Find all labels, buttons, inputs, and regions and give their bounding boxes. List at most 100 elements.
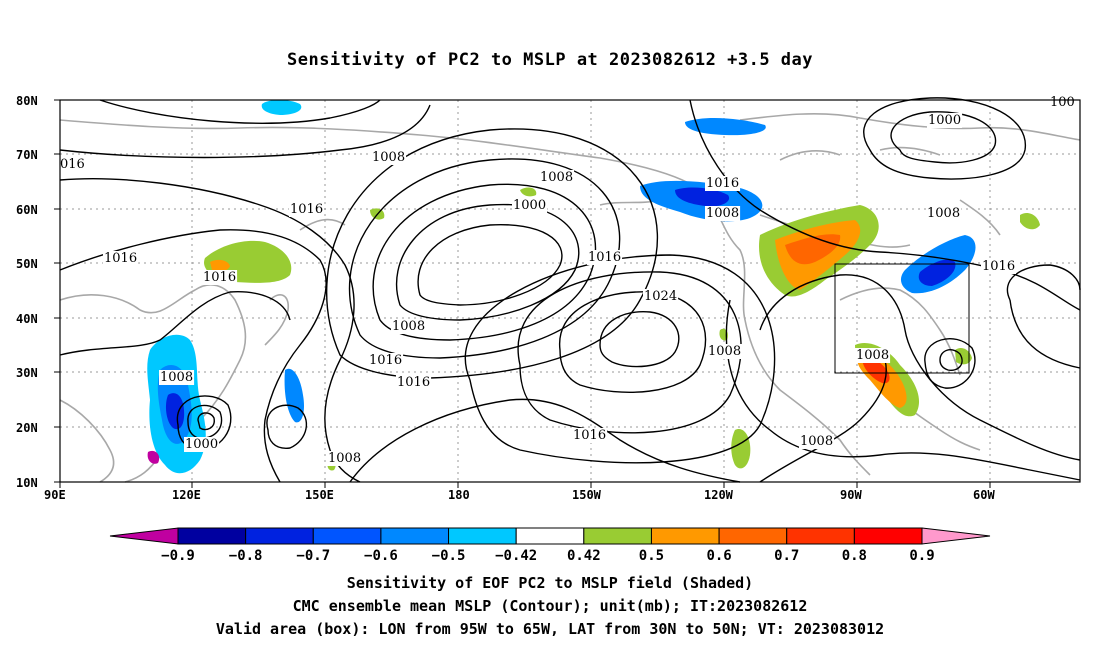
contour-label-background — [707, 344, 743, 359]
contour-label: 1016 — [203, 270, 236, 285]
mslp-contours — [59, 97, 1081, 483]
contour-label-background — [572, 428, 608, 443]
colorbar-box — [245, 527, 314, 545]
shade-gulf-red — [862, 358, 890, 384]
contour-label-background — [587, 250, 623, 265]
colorbar-label: 0.5 — [639, 548, 664, 564]
contour-label: 1016 — [588, 250, 621, 265]
colorbar-label: −0.6 — [364, 548, 398, 564]
lat-label: 60N — [16, 203, 38, 217]
lon-label: 90W — [840, 488, 862, 502]
contour-label-background — [799, 434, 835, 449]
contour-label-background — [927, 113, 963, 128]
contour-label: 1000 — [185, 437, 218, 452]
lon-label: 60W — [973, 488, 995, 502]
contour-label: 1016 — [397, 375, 430, 390]
colorbar-label: −0.5 — [432, 548, 466, 564]
shade-west-pacific-blue-core — [165, 393, 185, 430]
caption-line-1: Sensitivity of EOF PC2 to MSLP field (Sh… — [346, 574, 754, 592]
shade-east-canada-blue-core — [918, 259, 956, 286]
colorbar-label: 0.42 — [567, 548, 601, 564]
axis-ticks — [54, 99, 991, 488]
lat-label: 50N — [16, 257, 38, 271]
contour-label-background — [368, 353, 404, 368]
shade-bering-green — [520, 187, 537, 197]
contour-label-background — [643, 289, 679, 304]
colorbar-box — [583, 527, 652, 545]
contour-label-background — [202, 270, 238, 285]
colorbar-box — [515, 527, 585, 545]
contour-label-background — [396, 375, 432, 390]
lon-label: 120W — [704, 488, 734, 502]
contour-label: 1016 — [290, 202, 323, 217]
colorbar-label: 0.8 — [842, 548, 867, 564]
contour-label-background — [103, 251, 139, 266]
contour-label: 1000 — [928, 113, 961, 128]
contour-label-background — [705, 206, 741, 221]
valid-area-box — [834, 263, 970, 374]
contour-label-background — [512, 198, 548, 213]
contour-labels: 1008 1008 1016 1000 1016 1008 1016 1016 … — [59, 95, 1076, 466]
shade-gulf-alaska-blue-core — [675, 187, 730, 207]
contour-label-background — [855, 348, 891, 363]
colorbar-label: −0.42 — [495, 548, 537, 564]
lon-label: 150W — [572, 488, 602, 502]
lon-label: 180 — [448, 488, 470, 502]
shade-arctic-blue-2 — [685, 118, 766, 136]
contour-label-background — [705, 176, 741, 191]
lat-label: 40N — [16, 312, 38, 326]
colorbar-label: −0.9 — [161, 548, 195, 564]
contour-label: 1000 — [513, 198, 546, 213]
contour-label-background — [184, 437, 220, 452]
contour-label-background — [539, 170, 575, 185]
shade-north-atl-green — [1020, 213, 1040, 230]
contour-label-background — [159, 370, 195, 385]
contour-label: 1008 — [706, 206, 739, 221]
contour-label: 1016 — [573, 428, 606, 443]
colorbar-label: −0.7 — [296, 548, 330, 564]
colorbar-box — [853, 527, 923, 545]
contour-label: 1016 — [982, 259, 1015, 274]
contour-label: 1008 — [392, 319, 425, 334]
colorbar-over-triangle — [921, 527, 991, 545]
shade-west-pac-magenta — [147, 450, 160, 464]
contour-label: 016 — [60, 157, 85, 172]
colorbar-label: 0.6 — [706, 548, 731, 564]
shade-mexico-green — [731, 429, 751, 469]
lon-label: 90E — [44, 488, 66, 502]
lon-label: 150E — [305, 488, 334, 502]
colorbar-box — [786, 527, 855, 545]
contour-label: 1008 — [800, 434, 833, 449]
contour-label: 1008 — [856, 348, 889, 363]
contour-label: 1008 — [708, 344, 741, 359]
contour-label: 1008 — [160, 370, 193, 385]
colorbar-under-triangle — [109, 527, 179, 545]
contour-label: 1016 — [369, 353, 402, 368]
colorbar-box — [380, 527, 450, 545]
contour-label-background — [981, 259, 1017, 274]
lat-label: 20N — [16, 421, 38, 435]
colorbar-label: 0.9 — [909, 548, 934, 564]
caption-line-3: Valid area (box): LON from 95W to 65W, L… — [215, 620, 885, 638]
lat-label: 80N — [16, 94, 38, 108]
colorbar-box — [448, 527, 517, 545]
lat-label: 30N — [16, 366, 38, 380]
plot-frame — [59, 99, 1081, 483]
contour-label-background — [926, 206, 962, 221]
caption-line-2: CMC ensemble mean MSLP (Contour); unit(m… — [292, 597, 808, 615]
latitude-labels: 80N 70N 60N 50N 40N 30N 20N 10N — [16, 94, 38, 490]
colorbar-box — [177, 527, 247, 545]
shade-atlantic-green — [955, 347, 972, 365]
contour-label: 1016 — [706, 176, 739, 191]
longitude-labels: 90E 120E 150E 180 150W 120W 90W 60W — [44, 488, 995, 502]
contour-label: 1024 — [644, 289, 677, 304]
lon-label: 120E — [172, 488, 201, 502]
colorbar-box — [312, 527, 382, 545]
contour-label-background — [327, 451, 363, 466]
lat-label: 10N — [16, 476, 38, 490]
colorbar-label: 0.7 — [774, 548, 799, 564]
colorbar-box — [718, 527, 788, 545]
contour-label-background — [1049, 95, 1076, 110]
colorbar: −0.9 −0.8 −0.7 −0.6 −0.5 −0.42 0.42 0.5 0.6 0.7 0.… — [109, 527, 991, 564]
